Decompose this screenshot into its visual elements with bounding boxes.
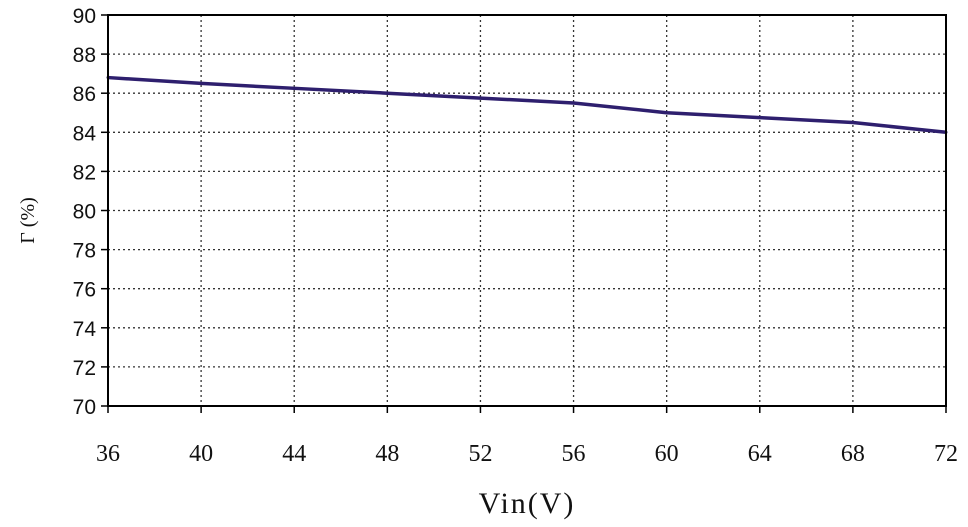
x-tick-label: 64 [748,441,772,467]
y-tick-label: 86 [73,83,96,106]
x-tick-label: 36 [96,441,120,467]
data-point [851,121,855,125]
y-tick-label: 82 [73,161,96,184]
x-tick-label: 44 [282,441,306,467]
y-tick-label: 90 [73,5,96,28]
x-axis-label: Vin(V) [479,487,576,520]
series-line [107,75,947,135]
y-tick-label: 78 [73,240,96,263]
data-point [292,86,296,90]
x-tick-labels: 36 40 44 48 52 56 60 64 68 72 [96,406,958,467]
data-point [572,101,576,105]
data-point [758,116,762,120]
y-tick-label: 80 [73,201,96,224]
plot-frame [107,14,947,407]
x-tick-label: 60 [655,441,679,467]
data-point [199,81,203,85]
data-point [385,91,389,95]
grid-lines [108,15,946,406]
y-axis-label: Γ (%) [17,197,39,244]
y-tick-label: 72 [73,357,96,380]
y-tick-label: 84 [73,122,97,145]
y-tick-label: 76 [73,279,96,302]
series-group [106,75,948,135]
y-tick-labels: 70 72 74 76 78 80 82 84 86 88 90 [73,5,108,419]
x-tick-label: 40 [189,441,213,467]
y-tick-label: 74 [73,318,97,341]
x-tick-label: 52 [468,441,492,467]
x-tick-label: 72 [934,441,958,467]
x-tick-label: 68 [841,441,865,467]
x-tick-label: 48 [375,441,399,467]
y-tick-label: 88 [73,44,96,67]
data-point [665,111,669,115]
x-tick-label: 56 [562,441,586,467]
data-point [478,96,482,100]
y-tick-label: 70 [73,396,96,419]
